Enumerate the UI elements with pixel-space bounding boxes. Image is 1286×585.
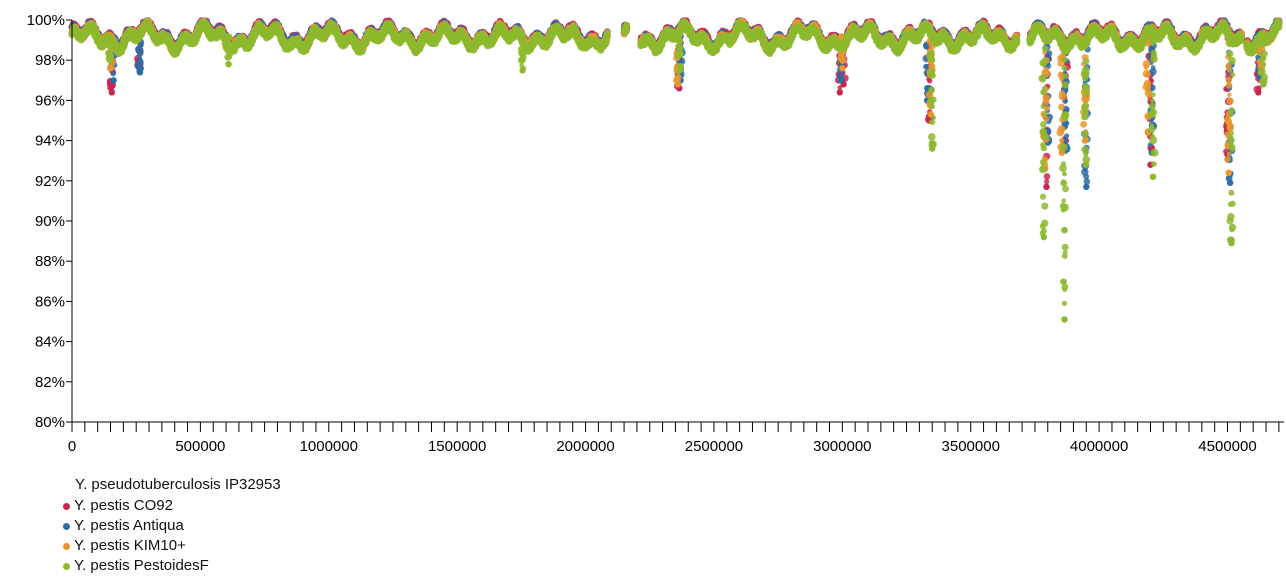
data-point bbox=[1255, 89, 1262, 96]
data-point bbox=[837, 85, 843, 91]
plot-area bbox=[68, 17, 1283, 323]
data-point bbox=[1043, 183, 1050, 190]
data-point bbox=[108, 89, 116, 96]
data-point bbox=[836, 89, 843, 96]
data-point bbox=[107, 82, 115, 91]
data-point bbox=[1043, 173, 1051, 180]
data-point bbox=[1044, 179, 1050, 185]
